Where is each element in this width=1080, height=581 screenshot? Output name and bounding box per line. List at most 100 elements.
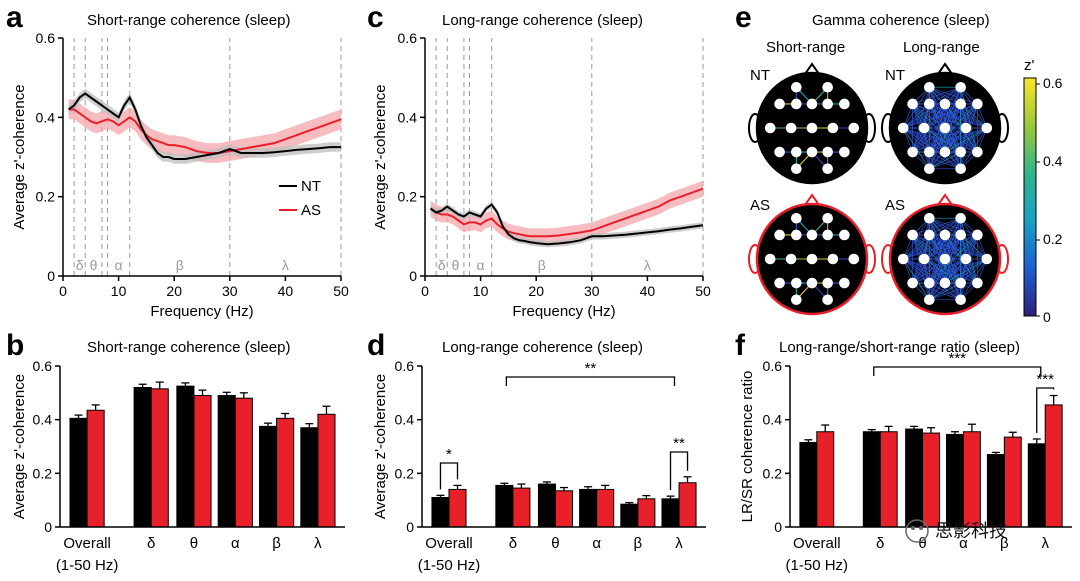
f-category-label: δ (876, 535, 884, 552)
head-electrode (774, 98, 785, 110)
head-connection-long (923, 103, 978, 129)
head-row-as-left: AS (750, 197, 770, 214)
colorbar-tick-02: 0.2 (1043, 231, 1063, 247)
head-connection-long (912, 151, 961, 170)
f-bar-AS (1044, 404, 1063, 528)
a-band-label: α (115, 257, 123, 273)
head-electrode (955, 98, 966, 110)
head-electrode (827, 253, 839, 265)
head-electrode (791, 81, 802, 93)
head-connection-long (944, 258, 962, 300)
panel-c-letter: c (367, 1, 384, 34)
head-connection-long (944, 258, 978, 284)
head-nose (804, 62, 820, 75)
head-electrode (924, 146, 935, 158)
head-row-nt-left: NT (750, 67, 770, 84)
d-category-label: λ (675, 535, 683, 552)
d-bar-NT (537, 483, 556, 528)
head-nose (937, 193, 953, 206)
watermark-logo-icon (905, 519, 929, 543)
c-series-AS-error-band (430, 180, 703, 245)
head-connection-long (912, 103, 930, 169)
f-bar-AS (816, 431, 835, 528)
colorbar-tick-06: 0.6 (1043, 75, 1063, 91)
d-bar-AS (637, 498, 656, 528)
a-y-tick-label: 0 (47, 268, 55, 284)
head-connection-long (923, 103, 961, 129)
head-connection-long (944, 127, 962, 169)
head-connection-long (912, 258, 967, 284)
head-nt-long-range (881, 62, 1009, 185)
d-sig-delta-lambda-label: ** (585, 360, 597, 377)
b-bar-AS (193, 395, 212, 528)
head-electrode (822, 163, 833, 175)
head-connection-long (902, 234, 930, 260)
head-electrode (972, 98, 983, 110)
d-category-label: β (634, 535, 643, 552)
b-y-tick-label: 0.4 (33, 412, 53, 428)
head-electrode (960, 253, 972, 265)
head-electrode (785, 253, 797, 265)
head-connection-long (944, 127, 978, 153)
head-connection-long (923, 103, 946, 129)
c-x-tick-label: 40 (640, 283, 656, 299)
a-x-tick-label: 0 (59, 283, 67, 299)
head-connection-long (960, 218, 978, 284)
a-band-label: δ (76, 257, 84, 273)
d-bar-AS (554, 490, 574, 528)
head-connection-long (903, 103, 961, 129)
b-bar-NT (133, 386, 152, 528)
head-electrode (839, 146, 850, 158)
d-bar-NT (431, 496, 450, 528)
c-band-label: α (477, 257, 485, 273)
head-connection-long (912, 218, 930, 284)
a-x-tick-label: 50 (333, 283, 349, 299)
d-bar-NT (620, 503, 639, 528)
a-y-tick-label: 0.6 (36, 30, 56, 46)
colorbar-tick-0: 0 (1043, 309, 1051, 325)
head-electrode (822, 81, 833, 93)
head-connection-long (912, 127, 967, 153)
head-electrode (972, 229, 983, 241)
head-connection-long (929, 151, 978, 170)
panel-b-title: Short-range coherence (sleep) (87, 339, 290, 356)
head-row-nt-right: NT (885, 67, 905, 84)
c-band-label: β (538, 257, 546, 273)
head-connection-long (903, 258, 961, 284)
f-y-tick-label: 0 (774, 519, 782, 535)
c-series-NT-line (430, 203, 704, 246)
f-y-axis-label: LR/SR coherence ratio (739, 371, 756, 523)
head-electrode (806, 229, 818, 241)
head-connection-long (903, 234, 946, 260)
f-category-label: α (959, 535, 968, 552)
head-nose (804, 193, 820, 206)
head-nose (937, 62, 953, 75)
c-band-label: θ (452, 257, 460, 273)
head-electrode (907, 98, 918, 110)
head-electrode (791, 277, 802, 289)
head-electrode (907, 277, 918, 289)
head-electrode (907, 229, 918, 241)
b-bar-AS (276, 417, 295, 528)
head-electrode (939, 122, 951, 134)
head-electrode (955, 146, 966, 158)
d-sig-delta-lambda-bracket (505, 376, 676, 386)
watermark-logo-ring (905, 519, 929, 543)
head-connection-long (903, 127, 961, 153)
a-legend-label: AS (301, 202, 321, 219)
f-category-sublabel: (1-50 Hz) (786, 557, 849, 574)
a-x-tick-label: 10 (111, 283, 127, 299)
head-connection-long (912, 234, 930, 300)
panel-c-title: Long-range coherence (sleep) (442, 12, 643, 29)
d-category-sublabel: (1-50 Hz) (418, 557, 481, 574)
c-band-label: δ (438, 257, 446, 273)
head-connection-long (929, 258, 967, 284)
head-electrode (827, 122, 839, 134)
d-sig-overall-label: * (446, 446, 452, 463)
head-electrode (791, 294, 802, 306)
head-connection-long (944, 127, 987, 153)
head-electrode (924, 212, 935, 224)
panel-b-letter: b (6, 329, 24, 362)
head-electrode (939, 146, 951, 158)
c-series-NT-error-band (430, 201, 703, 248)
